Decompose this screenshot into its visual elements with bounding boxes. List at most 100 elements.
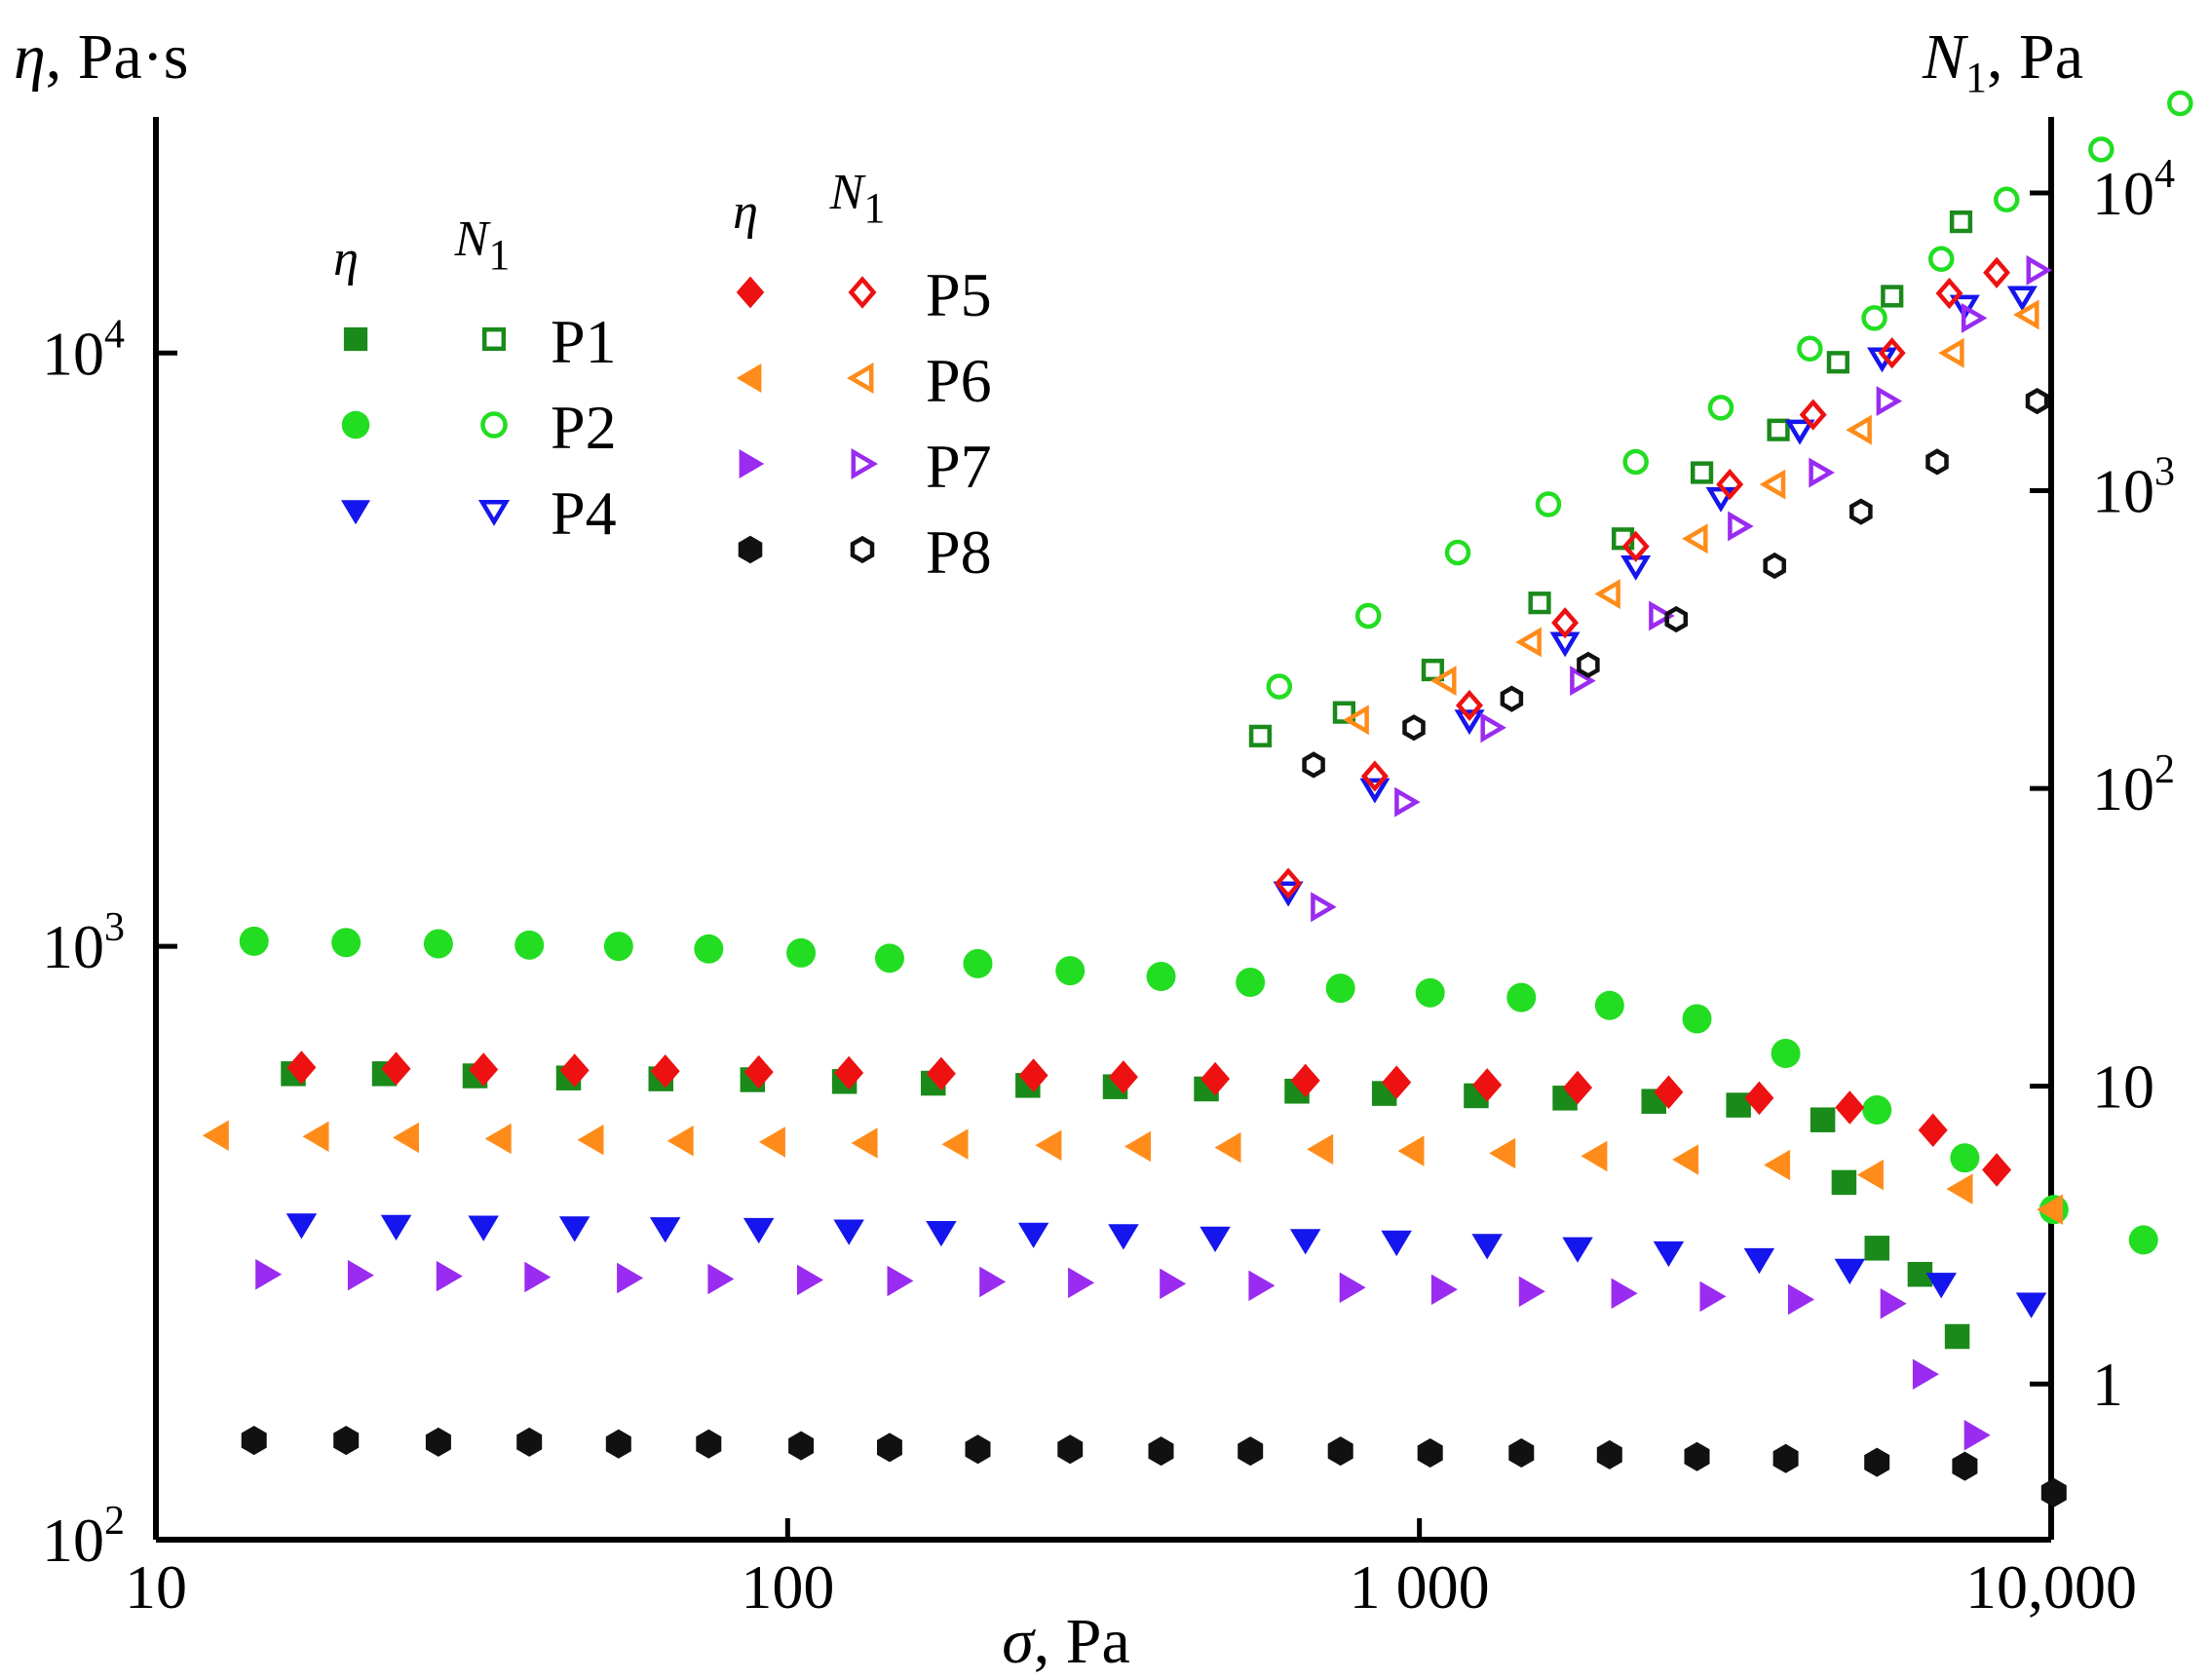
n1-point-p8 bbox=[2025, 388, 2049, 415]
legend-marker-n1-p6 bbox=[847, 362, 874, 395]
series-p8 bbox=[241, 388, 2067, 1508]
eta-point-p4 bbox=[1108, 1224, 1139, 1250]
y-left-axis-title: η, Pa·s bbox=[14, 21, 188, 93]
n1-point-p2 bbox=[1354, 602, 1382, 630]
eta-point-p6 bbox=[1672, 1144, 1699, 1175]
legend-label-p2: P2 bbox=[551, 393, 617, 462]
eta-point-p1 bbox=[1864, 1236, 1889, 1261]
eta-point-p4 bbox=[1017, 1222, 1049, 1248]
eta-point-p8 bbox=[1057, 1434, 1084, 1465]
n1-point-p7 bbox=[1649, 600, 1675, 631]
eta-point-p7 bbox=[1248, 1270, 1276, 1302]
eta-point-p2 bbox=[1146, 961, 1176, 991]
eta-point-p5 bbox=[1472, 1068, 1503, 1102]
n1-point-p5 bbox=[1799, 399, 1827, 431]
legend-label-p5: P5 bbox=[926, 260, 992, 329]
eta-point-p4 bbox=[833, 1219, 864, 1245]
legend-marker-eta-p7 bbox=[739, 449, 765, 478]
eta-point-p4 bbox=[468, 1215, 499, 1241]
eta-point-p4 bbox=[380, 1214, 412, 1241]
n1-point-p8 bbox=[1402, 714, 1426, 742]
eta-point-p2 bbox=[963, 948, 993, 978]
eta-point-p6 bbox=[1214, 1131, 1241, 1164]
n1-point-p6 bbox=[1846, 414, 1872, 445]
y-right-tick-label: 104 bbox=[2092, 152, 2175, 228]
eta-point-p4 bbox=[743, 1217, 775, 1244]
n1-point-p7 bbox=[1961, 302, 1988, 333]
legend-marker-n1-p7 bbox=[851, 447, 878, 480]
eta-point-p2 bbox=[1415, 977, 1445, 1008]
n1-point-p1 bbox=[1248, 724, 1273, 747]
n1-point-p4 bbox=[1949, 294, 1980, 321]
eta-point-p5 bbox=[1654, 1075, 1684, 1109]
n1-point-p1 bbox=[1332, 701, 1355, 724]
legend-marker-n1-p4 bbox=[477, 500, 511, 526]
n1-point-p1 bbox=[1949, 210, 1973, 234]
legend-label-p4: P4 bbox=[551, 478, 617, 548]
n1-point-p7 bbox=[2026, 254, 2053, 286]
eta-point-p2 bbox=[874, 943, 904, 974]
eta-point-p4 bbox=[1653, 1241, 1685, 1268]
y-left-tick-label: 102 bbox=[42, 1499, 125, 1575]
eta-point-p7 bbox=[255, 1259, 283, 1290]
n1-point-p5 bbox=[1935, 277, 1963, 310]
eta-point-p6 bbox=[577, 1124, 604, 1156]
eta-point-p8 bbox=[1148, 1436, 1174, 1467]
y-right-axis-title: N1, Pa bbox=[1922, 21, 2083, 101]
eta-point-p2 bbox=[1325, 974, 1355, 1004]
n1-point-p5 bbox=[1621, 530, 1650, 562]
n1-point-p7 bbox=[1809, 457, 1835, 488]
eta-point-p2 bbox=[2128, 1225, 2158, 1255]
eta-point-p7 bbox=[1339, 1272, 1366, 1304]
eta-point-p4 bbox=[1834, 1258, 1866, 1285]
eta-point-p5 bbox=[1918, 1113, 1948, 1147]
eta-point-p2 bbox=[1594, 990, 1624, 1020]
eta-point-p7 bbox=[1880, 1288, 1907, 1319]
legend-marker-n1-p1 bbox=[481, 326, 507, 352]
y-right-tick-label: 1 bbox=[2092, 1350, 2123, 1419]
eta-point-p5 bbox=[381, 1051, 411, 1086]
n1-point-p8 bbox=[1302, 751, 1325, 779]
axis-titles: η, Pa·s N1, Pa σ, Pa bbox=[14, 21, 2083, 1677]
eta-point-p6 bbox=[393, 1122, 419, 1154]
eta-point-p4 bbox=[1471, 1234, 1503, 1260]
eta-point-p2 bbox=[514, 930, 545, 960]
eta-point-p6 bbox=[202, 1120, 229, 1151]
eta-point-p7 bbox=[707, 1263, 735, 1295]
x-tick-label: 1 000 bbox=[1350, 1552, 1490, 1622]
n1-point-p7 bbox=[1728, 511, 1754, 542]
eta-point-p5 bbox=[1563, 1070, 1592, 1105]
eta-point-p5 bbox=[1982, 1153, 2012, 1187]
n1-point-p8 bbox=[1763, 552, 1786, 580]
eta-point-p7 bbox=[617, 1262, 644, 1294]
eta-point-p4 bbox=[1743, 1247, 1775, 1275]
eta-point-p4 bbox=[1925, 1273, 1957, 1299]
n1-point-p5 bbox=[1360, 760, 1389, 792]
legend-marker-n1-p8 bbox=[850, 535, 875, 564]
n1-point-p6 bbox=[1594, 579, 1620, 610]
n1-point-p1 bbox=[1528, 592, 1551, 615]
n1-point-p2 bbox=[1535, 491, 1562, 517]
n1-point-p1 bbox=[1881, 285, 1904, 308]
eta-point-p4 bbox=[2015, 1292, 2047, 1318]
eta-point-p5 bbox=[1835, 1090, 1865, 1125]
n1-point-p2 bbox=[1707, 395, 1734, 421]
legend-eta-header-left: η bbox=[333, 231, 359, 286]
eta-point-p8 bbox=[1238, 1436, 1264, 1467]
eta-point-p7 bbox=[347, 1259, 374, 1291]
eta-point-p7 bbox=[979, 1266, 1007, 1298]
eta-point-p4 bbox=[649, 1217, 681, 1243]
eta-point-p5 bbox=[1382, 1065, 1412, 1099]
n1-point-p2 bbox=[1861, 305, 1887, 331]
y-right-tick-label: 10 bbox=[2092, 1052, 2154, 1122]
legend-marker-n1-p5 bbox=[848, 276, 877, 309]
n1-point-p1 bbox=[1826, 351, 1849, 374]
eta-point-p6 bbox=[1856, 1159, 1884, 1191]
eta-point-p5 bbox=[1018, 1058, 1048, 1092]
eta-point-p2 bbox=[694, 934, 724, 964]
n1-point-p5 bbox=[1551, 607, 1580, 639]
eta-point-p7 bbox=[1430, 1274, 1458, 1306]
eta-point-p6 bbox=[2037, 1194, 2063, 1225]
